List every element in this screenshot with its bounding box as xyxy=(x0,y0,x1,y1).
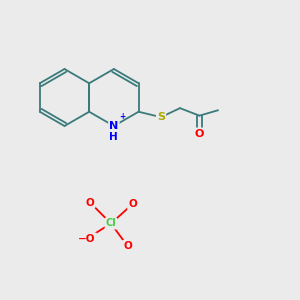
Text: N: N xyxy=(109,121,119,131)
Text: +: + xyxy=(119,112,125,121)
Text: O: O xyxy=(128,199,137,209)
Text: O: O xyxy=(85,197,94,208)
Text: O: O xyxy=(195,129,204,139)
Text: S: S xyxy=(157,112,165,122)
Text: −O: −O xyxy=(78,233,96,244)
Text: O: O xyxy=(123,241,132,251)
Text: Cl: Cl xyxy=(106,218,116,229)
Text: H: H xyxy=(110,132,118,142)
